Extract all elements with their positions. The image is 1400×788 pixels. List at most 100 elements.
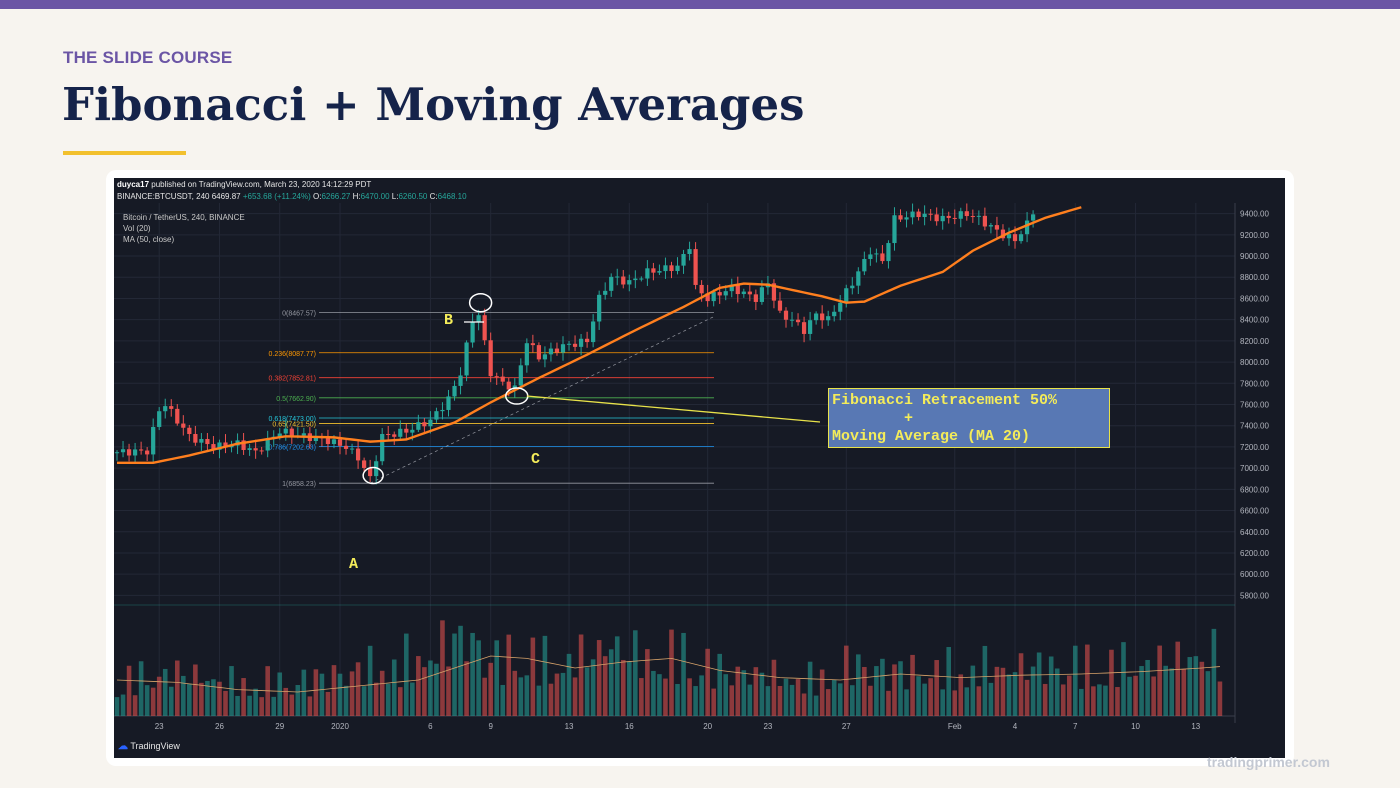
volume-bar	[934, 660, 939, 716]
legend-volume[interactable]: Vol (20)	[123, 224, 151, 233]
candle-body	[928, 213, 933, 215]
candle-body	[416, 422, 421, 430]
candle-body	[820, 313, 825, 321]
tradingview-brand: TradingView	[130, 741, 180, 751]
volume-bar	[331, 665, 337, 716]
candle-body	[301, 433, 306, 436]
candle-body	[735, 284, 740, 295]
candle-body	[807, 320, 813, 334]
candle-body	[145, 450, 150, 455]
candle-body	[868, 254, 873, 259]
volume-bar	[512, 670, 518, 716]
volume-bar	[428, 660, 433, 716]
moving-average-line	[117, 206, 1082, 465]
volume-bar	[946, 647, 952, 716]
volume-bar	[397, 687, 403, 716]
point-a-label: A	[349, 556, 359, 573]
tradingview-chart[interactable]: 9400.00 9200.00 9000.00 8800.00 8600.00 8400.…	[114, 178, 1285, 758]
fib-level-label: 1(6858.23)	[282, 481, 316, 488]
volume-ma-line	[116, 655, 1220, 693]
candle-body	[1030, 214, 1036, 221]
volume-bar	[627, 661, 632, 716]
volume-bar	[1169, 668, 1175, 716]
fib-level-label: 0.65(7421.50)	[272, 421, 316, 428]
volume-bar	[247, 695, 252, 716]
candle-body	[916, 211, 921, 218]
volume-bar	[446, 666, 451, 716]
legend-symbol[interactable]: Bitcoin / TetherUS, 240, BINANCE	[123, 213, 245, 222]
volume-bar	[928, 678, 933, 716]
volume-bar	[253, 688, 258, 716]
volume-bar	[886, 690, 891, 716]
author-name[interactable]: duyca17	[117, 180, 150, 189]
candle-body	[934, 214, 939, 222]
volume-bar	[120, 694, 126, 716]
volume-bar	[633, 630, 638, 716]
fib-level-label: 0.236(8087.77)	[269, 351, 316, 358]
volume-bar	[663, 678, 668, 716]
candle-body	[856, 271, 861, 286]
candle-body	[687, 249, 692, 255]
ohlc-o-label: O:	[313, 192, 322, 201]
volume-bar	[1199, 661, 1205, 716]
y-tick-label: 7600.00	[1240, 401, 1269, 410]
point-b-label: B	[444, 312, 454, 329]
candle-body	[422, 422, 427, 427]
tradingview-logo[interactable]: ☁ TradingView	[118, 741, 180, 752]
volume-bar	[193, 664, 198, 716]
volume-bar	[488, 662, 493, 716]
volume-bar	[385, 683, 391, 716]
volume-bar	[1079, 688, 1084, 716]
x-tick-label: 6	[428, 722, 433, 731]
volume-bar	[741, 670, 747, 716]
volume-bar	[1006, 674, 1012, 716]
candle-body	[392, 434, 397, 437]
volume-bar	[1109, 649, 1114, 716]
candle-body	[633, 278, 638, 281]
candle-body	[277, 433, 282, 437]
y-tick-label: 8600.00	[1240, 294, 1269, 303]
volume-bar	[783, 678, 789, 716]
volume-bar	[1157, 645, 1162, 716]
candle-body	[1006, 234, 1012, 239]
volume-bar	[976, 686, 982, 716]
candle-body	[566, 343, 572, 345]
symbol-text: BINANCE:BTCUSDT, 240	[117, 192, 210, 201]
y-tick-label: 7800.00	[1240, 379, 1269, 388]
volume-bar	[391, 659, 397, 716]
volume-bar	[217, 681, 222, 716]
volume-bar	[639, 678, 644, 716]
volume-bar	[1048, 656, 1054, 716]
candle-body	[446, 396, 451, 410]
volume-bar	[566, 653, 572, 716]
candle-body	[759, 287, 764, 302]
volume-bar	[850, 685, 855, 716]
y-tick-label: 8400.00	[1240, 316, 1269, 325]
chart-canvas[interactable]: 9400.00 9200.00 9000.00 8800.00 8600.00 8400.…	[114, 178, 1285, 758]
volume-bar	[620, 659, 626, 716]
candle-body	[597, 294, 602, 322]
candle-body	[717, 292, 722, 296]
volume-bar	[590, 659, 596, 716]
slide-title: Fibonacci + Moving Averages	[62, 78, 805, 131]
volume-bar	[795, 679, 801, 716]
price-change: +653.68 (+11.24%)	[242, 192, 311, 201]
volume-bar	[126, 665, 132, 716]
volume-bar	[1163, 665, 1168, 716]
volume-bar	[1066, 675, 1072, 716]
volume-bar	[410, 682, 415, 716]
ohlc-l-label: L:	[391, 192, 399, 201]
candle-body	[289, 428, 294, 437]
candle-body	[572, 343, 578, 347]
candle-body	[398, 428, 403, 437]
annotation-callout: Fibonacci Retracement 50% + Moving Avera…	[828, 388, 1110, 448]
legend-ma[interactable]: MA (50, close)	[123, 235, 175, 244]
candle-body	[976, 215, 981, 217]
volume-bar	[705, 648, 710, 716]
ohlc-open: 6266.27	[321, 192, 351, 201]
candle-body	[139, 449, 144, 451]
point-a-circle	[362, 466, 384, 485]
volume-bar	[904, 689, 909, 716]
volume-bar	[874, 666, 879, 716]
candle-body	[169, 406, 174, 409]
